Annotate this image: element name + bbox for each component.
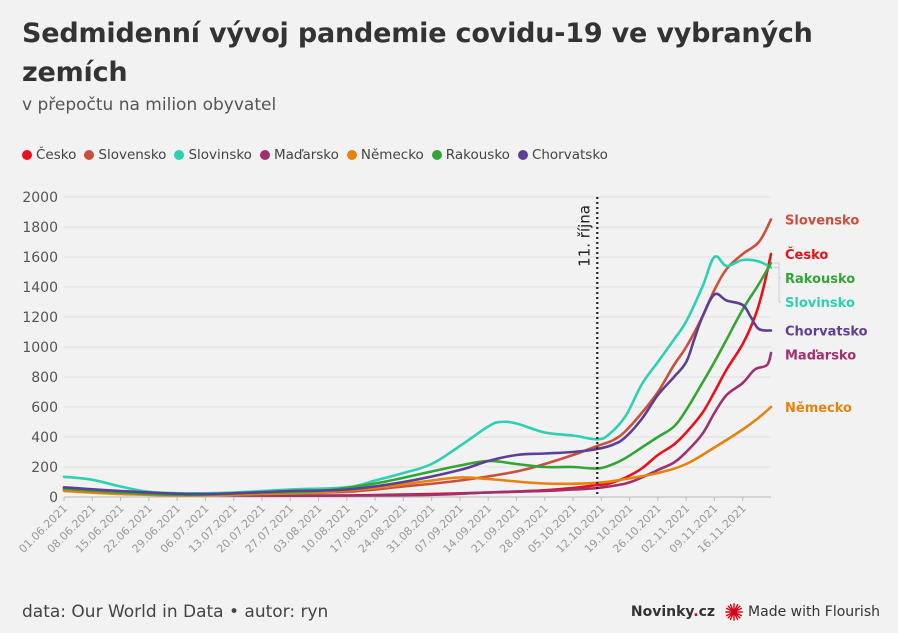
footer-credits: Novinky.cz Made with Flourish — [631, 603, 880, 621]
annotation-label: 11. října — [575, 205, 593, 267]
series-end-label: Německo — [785, 401, 852, 416]
label-leader — [774, 267, 781, 303]
flourish-icon — [725, 603, 743, 621]
series-line — [62, 292, 773, 496]
y-tick-label: 1200 — [22, 310, 58, 326]
series-end-label: Chorvatsko — [785, 325, 868, 340]
legend-item[interactable]: Slovensko — [84, 147, 166, 163]
legend-swatch — [84, 150, 95, 160]
made-with-flourish-link[interactable]: Made with Flourish — [748, 604, 880, 620]
legend-label: Maďarsko — [273, 147, 339, 163]
legend-label: Německo — [360, 147, 424, 163]
legend-swatch — [174, 150, 185, 160]
line-chart: 020040060080010001200140016001800200001.… — [16, 190, 868, 556]
legend-label: Slovinsko — [188, 147, 252, 163]
series-line — [62, 218, 773, 496]
legend-item[interactable]: Maďarsko — [259, 147, 339, 163]
page-title: Sedmidenní vývoj pandemie covidu-19 ve v… — [22, 18, 813, 88]
legend-label: Česko — [36, 147, 77, 163]
y-tick-label: 800 — [31, 370, 58, 386]
y-tick-label: 1000 — [22, 340, 58, 356]
legend-swatch — [431, 150, 442, 160]
legend-swatch — [346, 150, 357, 160]
y-tick-label: 200 — [31, 460, 58, 476]
label-leader — [774, 262, 781, 279]
legend-item[interactable]: Rakousko — [431, 147, 510, 163]
y-tick-label: 400 — [31, 430, 58, 446]
novinky-logo[interactable]: Novinky.cz — [630, 604, 716, 620]
series-end-label: Slovinsko — [785, 296, 855, 311]
legend-swatch — [22, 150, 32, 160]
series-line — [62, 252, 773, 497]
legend-item[interactable]: Německo — [346, 147, 424, 163]
legend-label: Slovensko — [98, 147, 167, 163]
series-line — [62, 254, 773, 495]
series-end-label: Rakousko — [785, 272, 855, 287]
series-end-label: Česko — [785, 247, 828, 263]
legend-label: Chorvatsko — [531, 147, 608, 163]
legend: Česko Slovensko Slovinsko Maďarsko Německo Ra… — [22, 145, 616, 165]
legend-swatch — [259, 150, 270, 160]
legend-item[interactable]: Slovinsko — [174, 147, 252, 163]
series-end-label: Maďarsko — [785, 349, 856, 364]
series-line — [62, 351, 773, 497]
legend-item[interactable]: Česko — [22, 147, 76, 163]
legend-label: Rakousko — [445, 147, 510, 163]
y-tick-label: 1800 — [22, 220, 58, 236]
footer-source: data: Our World in Data • autor: ryn — [22, 602, 329, 622]
y-tick-label: 1600 — [22, 250, 58, 266]
legend-item[interactable]: Chorvatsko — [517, 147, 608, 163]
y-tick-label: 2000 — [22, 190, 58, 206]
page-subtitle: v přepočtu na milion obyvatel — [22, 95, 277, 115]
y-tick-label: 1400 — [22, 280, 58, 296]
series-end-label: Slovensko — [785, 214, 859, 229]
y-tick-label: 600 — [31, 400, 58, 416]
y-tick-label: 0 — [49, 490, 58, 506]
legend-swatch — [517, 150, 528, 160]
